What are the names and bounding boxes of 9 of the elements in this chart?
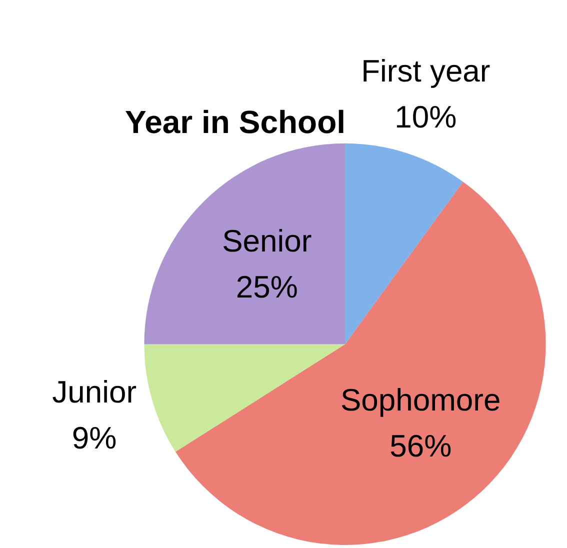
data-label: 25% (236, 270, 298, 305)
slice-label: Senior (222, 224, 312, 259)
slice-label: Junior (52, 374, 137, 410)
slice-label: First year (361, 53, 490, 88)
data-label: 9% (72, 420, 117, 456)
data-label: 56% (390, 428, 452, 464)
text: Year in School (125, 104, 346, 140)
slice-label: Sophomore (340, 382, 501, 418)
data-label: 10% (394, 99, 457, 134)
